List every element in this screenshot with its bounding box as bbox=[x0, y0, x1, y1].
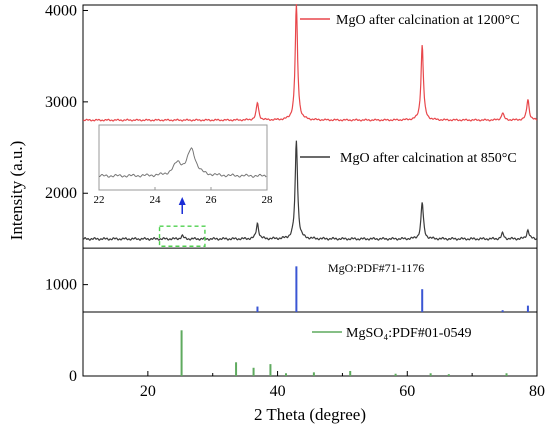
y-tick-label-4: 4000 bbox=[45, 2, 77, 19]
series-line-1 bbox=[82, 140, 538, 241]
inset-tick-label-2: 26 bbox=[206, 194, 218, 206]
legend-label-2: MgO:PDF#71-1176 bbox=[328, 261, 424, 275]
legend-label-3: MgSO₄:PDF#01-0549 bbox=[346, 326, 471, 341]
inset-tick-label-3: 28 bbox=[262, 194, 274, 206]
highlight-box bbox=[158, 225, 206, 247]
x-tick-label-1: 40 bbox=[270, 383, 286, 400]
x-tick-label-3: 80 bbox=[529, 383, 545, 400]
legend-label-1: MgO after calcination at 850°C bbox=[340, 151, 517, 166]
x-tick-label-0: 20 bbox=[140, 383, 156, 400]
y-axis-title: Intensity (a.u.) bbox=[7, 141, 26, 241]
plot-frame bbox=[82, 4, 538, 377]
y-tick-label-1: 1000 bbox=[45, 277, 77, 294]
series-line-0 bbox=[82, 4, 538, 122]
x-tick-label-2: 60 bbox=[399, 383, 415, 400]
y-tick-label-0: 0 bbox=[69, 368, 77, 385]
y-tick-label-3: 3000 bbox=[45, 94, 77, 111]
inset-tick-label-1: 24 bbox=[150, 194, 162, 206]
inset-tick-label-0: 22 bbox=[94, 194, 105, 206]
arrow-head bbox=[178, 197, 186, 205]
y-tick-label-2: 2000 bbox=[45, 185, 77, 202]
inset-frame bbox=[98, 124, 268, 191]
legend-label-0: MgO after calcination at 1200°C bbox=[336, 13, 520, 28]
x-axis-title: 2 Theta (degree) bbox=[254, 405, 366, 424]
inset-line bbox=[99, 147, 267, 178]
